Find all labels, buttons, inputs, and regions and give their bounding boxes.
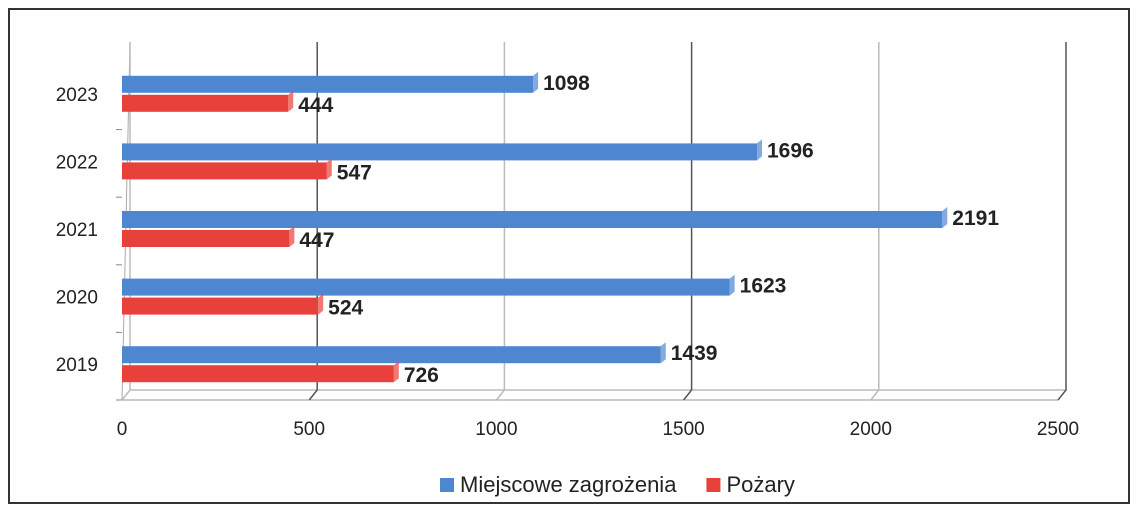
bar [122,75,534,93]
legend-swatch [706,478,721,492]
bar-end [729,274,735,296]
value-label: 1623 [740,275,787,298]
y-tick-label: 2020 [56,288,98,309]
value-label: 2191 [952,207,999,230]
chart-frame [8,8,1130,504]
x-tick-label: 500 [293,419,325,440]
value-label: 1098 [543,72,590,95]
floor [120,389,1068,401]
bar [122,94,289,112]
value-label: 1439 [671,342,718,365]
x-tick-label: 2000 [850,419,892,440]
y-tick-label: 2022 [56,152,98,173]
bar [122,365,394,383]
bar [122,346,661,364]
bar-end [289,226,295,247]
bar [122,162,327,180]
value-label: 524 [328,297,363,320]
bar [122,143,757,161]
value-label: 547 [337,161,372,184]
bar [122,211,943,228]
y-tick-label: 2019 [56,355,98,376]
bar-end [288,90,294,112]
bar-end [660,342,666,364]
bar-end [326,158,332,180]
bar-end [756,139,762,161]
y-tick-label: 2023 [56,85,98,106]
value-label: 726 [404,364,439,387]
bar [122,297,319,315]
value-label: 444 [298,94,333,117]
bar-end [942,207,948,228]
value-label: 447 [299,229,334,252]
legend-label: Miejscowe zagrożenia [460,472,677,497]
bar-end [393,361,399,383]
bar [122,278,730,296]
legend-swatch [440,478,454,492]
value-label: 1696 [767,139,814,162]
bar-end [318,293,324,315]
x-tick-label: 2500 [1037,419,1079,440]
legend-label: Pożary [726,472,794,497]
bar [122,230,290,247]
x-tick-label: 1000 [475,419,517,440]
x-tick-label: 1500 [662,419,704,440]
grid-line [1057,42,1067,401]
x-tick-label: 0 [117,419,128,440]
grid-line [870,42,880,401]
bar-end [533,71,539,93]
y-tick-label: 2021 [56,220,98,241]
